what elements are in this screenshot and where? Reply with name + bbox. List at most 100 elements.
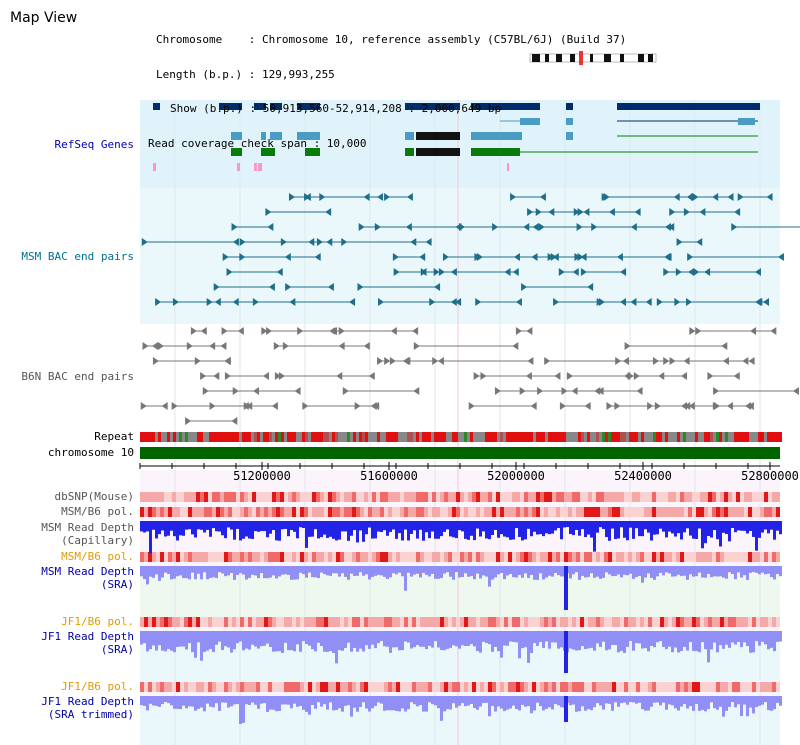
track-label-dbsnp[interactable]: dbSNP(Mouse) [54, 490, 134, 503]
repeat-block [404, 432, 407, 442]
dbsnp-cell [644, 492, 648, 502]
jf1-b6-pol-cell [744, 617, 748, 627]
jf1-sra-depth-bar [272, 631, 275, 652]
jf1-trim-depth-bar [347, 696, 350, 706]
jf1-b6-pol-cell [396, 617, 400, 627]
repeat-block [680, 432, 683, 442]
jf1-b6-pol-2-cell [640, 682, 644, 692]
dbsnp-cell [736, 492, 740, 502]
msm-sra-depth-bar [245, 566, 248, 580]
track-label-msm-depth-cap-1[interactable]: MSM Read Depth [41, 521, 134, 534]
jf1-b6-pol-cell [608, 617, 612, 627]
jf1-b6-pol-cell [280, 617, 284, 627]
jf1-trim-depth-bar [167, 696, 170, 704]
track-label-jf1-b6-pol[interactable]: JF1/B6 pol. [61, 615, 134, 628]
repeat-block [290, 432, 293, 442]
b6n-bac-pair-end [707, 372, 714, 380]
track-label-repeat[interactable]: Repeat [94, 430, 134, 443]
track-label-chromosome[interactable]: chromosome 10 [47, 446, 134, 459]
msm-bac-pair-end [492, 223, 499, 231]
jf1-sra-depth-bar [305, 631, 308, 645]
jf1-trim-depth-bar [635, 696, 638, 704]
jf1-b6-pol-cell [556, 617, 560, 627]
repeat-block [431, 432, 434, 442]
msm-cap-depth-bar [773, 521, 776, 540]
msm-bac-pair-end [576, 223, 583, 231]
msm-cap-depth-bar [350, 521, 353, 536]
msm-cap-depth-bar [356, 521, 359, 543]
jf1-b6-pol-2-cell [156, 682, 160, 692]
msm-sra-depth-bar [656, 566, 659, 577]
track-label-msm-depth-cap-2[interactable]: (Capillary) [61, 534, 134, 547]
jf1-b6-pol-cell [656, 617, 660, 627]
msm-b6-pol-2-cell [152, 552, 156, 562]
track-label-msm-b6-pol[interactable]: MSM/B6 pol. [61, 505, 134, 518]
repeat-block [299, 432, 302, 442]
jf1-b6-pol-2-cell [368, 682, 372, 692]
jf1-sra-depth-bar [365, 631, 368, 646]
track-label-msm-b6-pol-2[interactable]: MSM/B6 pol. [61, 550, 134, 563]
b6n-bac-pair-end [336, 372, 343, 380]
jf1-trim-depth-bar [206, 696, 209, 704]
jf1-trim-depth-bar-spike [564, 696, 568, 722]
msm-b6-pol-cell [760, 507, 764, 517]
msm-b6-pol-2-cell [336, 552, 340, 562]
jf1-sra-depth-bar [194, 631, 197, 658]
track-label-msm-depth-sra-1[interactable]: MSM Read Depth [41, 565, 134, 578]
repeat-block [395, 432, 398, 442]
jf1-sra-depth-bar [383, 631, 386, 647]
track-label-jf1-depth-1[interactable]: JF1 Read Depth [41, 630, 134, 643]
msm-b6-pol-cell [248, 507, 252, 517]
msm-cap-depth-bar [461, 521, 464, 532]
ideogram-band [556, 54, 562, 62]
jf1-b6-pol-2-cell [728, 682, 732, 692]
msm-b6-pol-cell [184, 507, 188, 517]
dbsnp-cell [508, 492, 512, 502]
jf1-trim-panel [140, 705, 780, 745]
track-label-jf1-trim-2[interactable]: (SRA trimmed) [47, 708, 134, 721]
jf1-sra-depth-bar [338, 631, 341, 651]
msm-sra-depth-bar [143, 566, 146, 580]
msm-cap-depth-bar [152, 521, 155, 530]
jf1-b6-pol-cell [716, 617, 720, 627]
dbsnp-cell [684, 492, 688, 502]
msm-b6-pol-cell [592, 507, 596, 517]
msm-sra-depth-bar [767, 566, 770, 574]
jf1-sra-depth-bar [689, 631, 692, 643]
b6n-bac-pair-end [606, 402, 613, 410]
jf1-trim-depth-bar [389, 696, 392, 711]
dbsnp-cell [708, 492, 712, 502]
repeat-block [167, 432, 170, 442]
track-label-msm-bac[interactable]: MSM BAC end pairs [21, 250, 134, 263]
jf1-b6-pol-cell [380, 617, 384, 627]
msm-cap-depth-bar [194, 521, 197, 538]
jf1-trim-depth-bar [266, 696, 269, 712]
coverage-span-info: Read coverage check span : 10,000 [148, 136, 367, 150]
track-label-jf1-b6-pol-2[interactable]: JF1/B6 pol. [61, 680, 134, 693]
msm-b6-pol-2-cell [752, 552, 756, 562]
jf1-sra-depth-bar [578, 631, 581, 651]
jf1-b6-pol-cell [368, 617, 372, 627]
dbsnp-cell [664, 492, 668, 502]
msm-sra-depth-bar [620, 566, 623, 578]
track-label-jf1-depth-2[interactable]: (SRA) [100, 643, 134, 656]
msm-bac-pair-end [425, 238, 432, 246]
track-label-b6n-bac[interactable]: B6N BAC end pairs [21, 370, 134, 383]
track-label-refseq[interactable]: RefSeq Genes [54, 138, 134, 151]
msm-cap-depth-bar [611, 521, 614, 529]
jf1-b6-pol-2-cell [596, 682, 600, 692]
track-label-jf1-trim-1[interactable]: JF1 Read Depth [41, 695, 134, 708]
dbsnp-cell [624, 492, 628, 502]
jf1-trim-depth-bar [362, 696, 365, 703]
repeat-block [218, 432, 221, 442]
msm-sra-depth-bar [215, 566, 218, 579]
msm-b6-pol-2-cell [176, 552, 180, 562]
b6n-bac-pair-end [338, 342, 345, 350]
gene-exon [261, 148, 275, 156]
msm-cap-depth-bar [197, 521, 200, 530]
jf1-sra-depth-bar [725, 631, 728, 645]
track-label-msm-depth-sra-2[interactable]: (SRA) [100, 578, 134, 591]
jf1-trim-depth-bar [617, 696, 620, 707]
msm-sra-depth-bar [506, 566, 509, 576]
repeat-block [341, 432, 344, 442]
